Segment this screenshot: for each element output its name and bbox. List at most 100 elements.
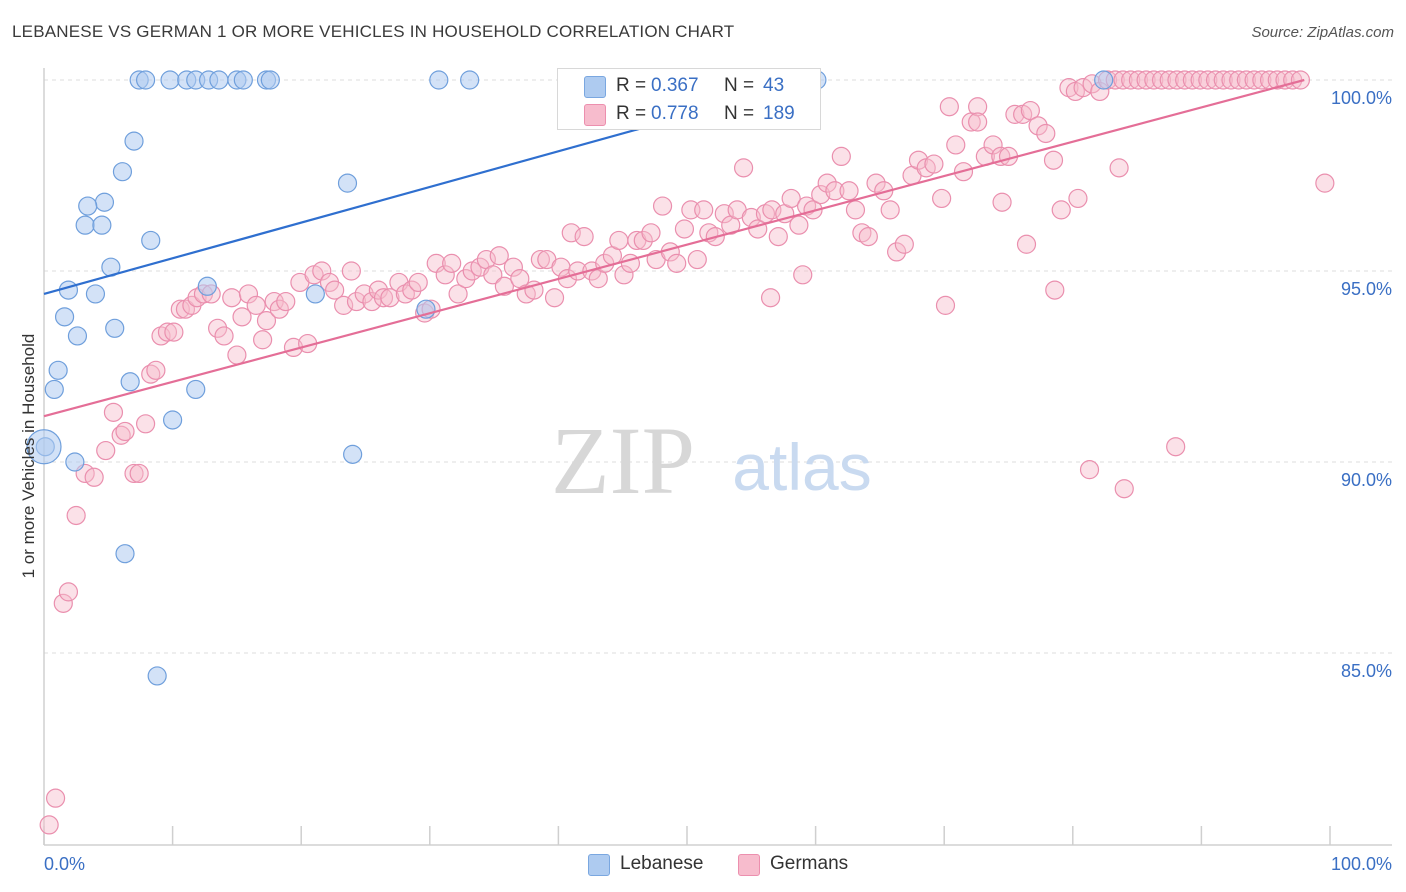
- n-label: N =: [724, 103, 755, 124]
- germans-point: [135, 414, 156, 434]
- germans-point: [667, 253, 687, 273]
- germans-point: [408, 272, 428, 293]
- lebanese-point: [197, 276, 217, 296]
- lebanese-point: [112, 162, 133, 182]
- axes: [43, 68, 1392, 846]
- germans-point: [227, 345, 247, 365]
- germans-point: [435, 265, 455, 285]
- lebanese-point: [78, 196, 98, 216]
- germans-point: [222, 288, 242, 308]
- germans-point: [380, 288, 400, 308]
- germans-point: [935, 295, 956, 315]
- germans-point: [733, 158, 754, 178]
- germans-point: [1144, 70, 1164, 90]
- germans-point: [1166, 437, 1186, 457]
- germans-point: [214, 326, 234, 346]
- germans-point: [811, 185, 831, 205]
- germans-point: [991, 146, 1011, 166]
- lebanese-point: [58, 280, 79, 300]
- lebanese-point: [65, 452, 85, 472]
- lebanese-point: [260, 70, 280, 90]
- lebanese-point: [115, 544, 135, 564]
- germans-point: [614, 265, 634, 285]
- lebanese-point: [429, 70, 449, 90]
- germans-point: [66, 505, 86, 526]
- r-value: 0.367: [651, 75, 699, 96]
- germans-point: [1109, 158, 1129, 178]
- germans-point: [232, 307, 252, 327]
- lebanese-point: [124, 131, 144, 151]
- germans-point: [1198, 70, 1218, 90]
- germans-point: [1136, 70, 1156, 90]
- lebanese-swatch: [584, 76, 606, 98]
- germans-point: [402, 280, 422, 300]
- germans-point: [58, 582, 79, 602]
- germans-point: [946, 135, 966, 155]
- watermark-zip: ZIP: [551, 407, 695, 514]
- germans-point: [831, 146, 851, 166]
- germans-point: [817, 173, 837, 193]
- lebanese-point: [460, 70, 480, 90]
- germans-point: [362, 291, 382, 312]
- germans-point: [924, 154, 944, 174]
- germans-point: [1128, 70, 1148, 90]
- germans-point: [793, 265, 813, 285]
- germans-point: [1020, 100, 1040, 121]
- germans-point: [652, 196, 673, 216]
- germans-point: [609, 230, 629, 251]
- lebanese-point: [305, 284, 325, 304]
- germans-point: [1236, 70, 1257, 90]
- germans-point: [1151, 70, 1172, 90]
- germans-point: [1267, 70, 1287, 90]
- germans-point: [674, 219, 695, 239]
- r-label: R =: [616, 103, 647, 124]
- watermark-atlas: atlas: [732, 430, 871, 504]
- germans-point: [1221, 70, 1241, 90]
- germans-point: [1068, 188, 1088, 209]
- lebanese-point: [147, 666, 167, 686]
- germans-point: [760, 288, 781, 308]
- n-value: 43: [763, 75, 785, 96]
- germans-point: [1113, 70, 1133, 90]
- germans-point: [530, 249, 550, 270]
- stats-row-lebanese: R = 0.367 N = 43: [558, 72, 820, 100]
- germans-point: [1051, 200, 1071, 220]
- germans-point: [238, 284, 259, 304]
- lebanese-point: [343, 444, 363, 464]
- germans-point: [157, 322, 178, 342]
- n-value: 189: [763, 103, 795, 124]
- germans-point: [141, 364, 161, 384]
- germans-point: [253, 330, 273, 350]
- lebanese-point: [44, 379, 64, 400]
- germans-point: [866, 173, 886, 193]
- chart-title: LEBANESE VS GERMAN 1 OR MORE VEHICLES IN…: [12, 22, 735, 41]
- germans-point: [1213, 70, 1233, 90]
- watermark: ZIP atlas: [551, 407, 872, 514]
- germans-point: [448, 284, 468, 304]
- germans-point: [1315, 173, 1335, 193]
- germans-point: [803, 200, 823, 220]
- lebanese-point: [141, 230, 161, 251]
- germans-point: [373, 288, 394, 308]
- stats-row-germans: R = 0.778 N = 189: [558, 100, 820, 128]
- r-label: R =: [616, 75, 647, 96]
- lebanese-point: [92, 215, 112, 235]
- lebanese-series: [26, 70, 1114, 686]
- germans-point: [781, 188, 801, 209]
- germans-point: [762, 200, 782, 220]
- germans-point: [1016, 234, 1037, 254]
- germans-point: [1114, 479, 1134, 499]
- germans-point: [494, 276, 514, 296]
- germans-point: [1028, 116, 1048, 136]
- germans-point: [1190, 70, 1210, 90]
- germans-swatch: [738, 854, 760, 876]
- germans-point: [45, 788, 66, 808]
- germans-point: [129, 463, 149, 484]
- germans-point: [208, 318, 228, 338]
- germans-point: [276, 291, 296, 312]
- n-label: N =: [724, 75, 755, 96]
- germans-point: [845, 200, 866, 220]
- germans-point: [561, 223, 581, 243]
- germans-point: [164, 322, 184, 342]
- germans-trend-line: [43, 78, 1305, 418]
